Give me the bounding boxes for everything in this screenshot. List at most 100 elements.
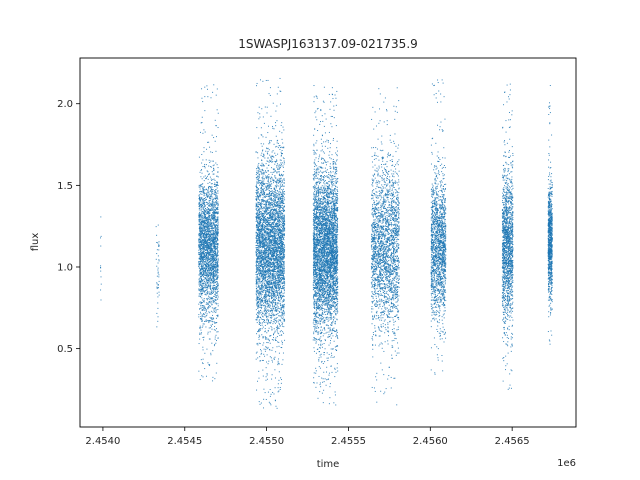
data-point — [200, 266, 202, 268]
data-point — [273, 249, 275, 251]
data-point — [158, 280, 160, 282]
data-point — [274, 298, 276, 300]
data-point — [205, 178, 207, 180]
data-point — [202, 258, 204, 260]
data-point — [207, 226, 209, 228]
data-point — [205, 208, 207, 210]
data-point — [214, 298, 216, 300]
data-point — [201, 309, 203, 311]
data-point — [212, 276, 214, 278]
data-point — [209, 181, 211, 183]
data-point — [278, 271, 280, 273]
data-point — [207, 236, 209, 238]
data-point — [217, 315, 219, 317]
data-point — [210, 255, 212, 257]
data-point — [201, 261, 203, 263]
data-point — [216, 228, 218, 230]
data-point — [204, 210, 206, 212]
data-point — [281, 253, 283, 255]
data-point — [201, 263, 203, 265]
data-point — [215, 195, 217, 197]
data-point — [212, 253, 214, 255]
data-point — [200, 213, 202, 215]
data-point — [158, 294, 160, 296]
data-point — [216, 164, 218, 166]
data-point — [200, 230, 202, 232]
data-point — [210, 203, 212, 205]
data-point — [201, 239, 203, 241]
data-point — [204, 270, 206, 271]
data-point — [213, 252, 215, 254]
data-point — [207, 230, 209, 232]
data-point — [209, 240, 211, 242]
data-point — [210, 220, 212, 222]
data-point — [278, 276, 280, 278]
data-point — [271, 259, 273, 260]
data-point — [260, 182, 262, 184]
data-point — [198, 316, 200, 318]
data-point — [215, 309, 217, 311]
data-point — [265, 292, 267, 294]
data-point — [213, 345, 215, 347]
data-point — [210, 216, 212, 218]
data-point — [215, 287, 217, 289]
data-point — [213, 211, 215, 213]
data-point — [206, 241, 208, 243]
data-point — [203, 299, 205, 301]
data-point — [279, 284, 281, 286]
data-point — [259, 196, 261, 198]
data-point — [261, 172, 263, 174]
data-point — [280, 239, 282, 241]
data-point — [215, 288, 217, 290]
data-point — [205, 249, 207, 251]
data-point — [206, 273, 208, 275]
data-point — [204, 264, 206, 266]
data-point — [274, 205, 276, 207]
data-point — [268, 300, 270, 302]
data-point — [214, 232, 216, 234]
data-point — [275, 283, 276, 285]
data-point — [207, 251, 209, 253]
data-point — [157, 262, 159, 264]
data-point — [216, 187, 218, 189]
data-point — [198, 235, 200, 237]
data-point — [203, 239, 205, 241]
data-point — [273, 337, 275, 339]
data-point — [268, 93, 270, 95]
data-point — [273, 201, 275, 203]
data-point — [202, 276, 204, 278]
data-point — [270, 171, 272, 173]
data-point — [205, 247, 207, 249]
data-point — [208, 264, 210, 266]
data-point — [210, 210, 212, 212]
data-point — [201, 266, 203, 268]
data-point — [272, 339, 274, 341]
data-point — [265, 187, 267, 189]
data-point — [203, 305, 205, 307]
data-point — [208, 272, 210, 274]
data-point — [211, 196, 213, 198]
data-point — [205, 242, 207, 244]
data-point — [279, 276, 281, 278]
data-point — [278, 275, 279, 277]
data-point — [212, 165, 214, 167]
data-point — [267, 272, 269, 274]
data-point — [200, 242, 202, 244]
data-point — [200, 211, 202, 213]
data-point — [266, 185, 268, 187]
data-point — [200, 259, 202, 261]
data-point — [282, 271, 284, 273]
data-point — [212, 290, 214, 292]
data-point — [209, 208, 211, 210]
data-point — [202, 192, 204, 194]
data-point — [202, 273, 204, 275]
data-point — [208, 209, 210, 211]
data-point — [202, 210, 204, 212]
data-point — [257, 175, 259, 177]
data-point — [259, 210, 261, 212]
data-point — [216, 247, 218, 249]
data-point — [277, 168, 279, 170]
data-point — [215, 228, 217, 230]
data-point — [278, 311, 280, 313]
data-point — [201, 205, 203, 207]
